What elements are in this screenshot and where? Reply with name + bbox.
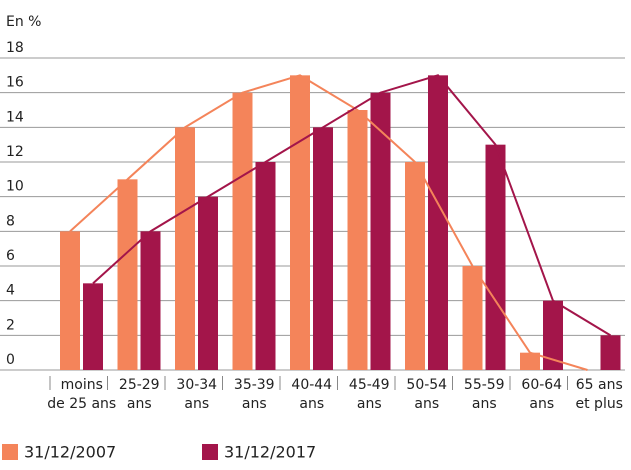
y-axis-label: En % xyxy=(6,14,41,30)
x-tick-label: 55-59 xyxy=(464,377,505,393)
x-tick-label: ans xyxy=(184,396,209,412)
y-tick-label: 2 xyxy=(6,317,15,333)
bar xyxy=(520,352,540,370)
x-tick-label: 30-34 xyxy=(176,377,217,393)
y-tick-label: 4 xyxy=(6,283,15,299)
y-tick-label: 10 xyxy=(6,179,24,195)
x-tick-label: ans xyxy=(357,396,382,412)
bar xyxy=(255,162,276,370)
x-tick-label: ans xyxy=(242,396,267,412)
x-tick-label: 40-44 xyxy=(291,377,332,393)
bar xyxy=(175,127,195,370)
legend-label: 31/12/2017 xyxy=(224,443,316,462)
bar xyxy=(485,144,506,370)
bar xyxy=(313,127,333,370)
x-tick-label: 25-29 xyxy=(119,377,160,393)
legend-label: 31/12/2007 xyxy=(24,443,116,462)
y-tick-label: 6 xyxy=(6,248,15,264)
legend-swatch xyxy=(202,444,218,460)
y-tick-label: 12 xyxy=(6,144,24,160)
y-tick-label: 14 xyxy=(6,109,24,125)
bar xyxy=(600,335,621,370)
bar xyxy=(117,179,138,370)
x-tick-label: 60-64 xyxy=(521,377,562,393)
x-tick-label: 65 ans xyxy=(576,377,623,393)
bar xyxy=(370,92,391,371)
bar xyxy=(543,300,563,370)
y-tick-label: 0 xyxy=(6,352,15,368)
bar xyxy=(83,283,103,370)
bar xyxy=(198,196,218,370)
bar xyxy=(60,231,80,370)
x-tick-label: de 25 ans xyxy=(47,396,116,412)
x-tick-label: ans xyxy=(299,396,324,412)
bar xyxy=(462,266,483,370)
y-tick-label: 18 xyxy=(6,40,24,56)
x-tick-label: 35-39 xyxy=(234,377,275,393)
bar xyxy=(347,110,368,370)
x-tick-label: ans xyxy=(529,396,554,412)
x-tick-label: ans xyxy=(414,396,439,412)
x-tick-label: 50-54 xyxy=(406,377,447,393)
y-tick-label: 16 xyxy=(6,75,24,91)
bar xyxy=(232,92,253,371)
bar xyxy=(140,231,161,370)
y-tick-label: 8 xyxy=(6,213,15,229)
line xyxy=(92,74,612,337)
x-tick-label: et plus xyxy=(576,396,624,412)
x-tick-label: ans xyxy=(472,396,497,412)
bar xyxy=(405,162,425,370)
x-tick-label: moins xyxy=(61,377,103,393)
legend-swatch xyxy=(2,444,18,460)
x-tick-label: ans xyxy=(127,396,152,412)
x-tick-label: 45-49 xyxy=(349,377,390,393)
bar xyxy=(428,75,448,370)
line xyxy=(69,74,588,371)
bar xyxy=(290,75,310,370)
